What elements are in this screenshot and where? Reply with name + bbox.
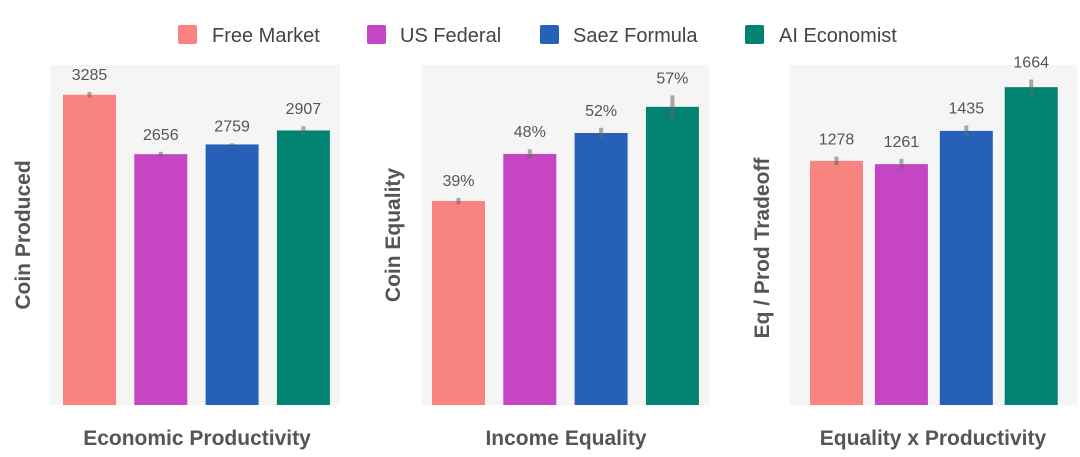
y-axis-label-tradeoff: Eq / Prod Tradeoff [751, 157, 774, 339]
bar-tradeoff-free-market [810, 160, 863, 405]
x-axis-label-productivity: Economic Productivity [83, 427, 311, 450]
data-label-tradeoff-free-market: 1278 [819, 132, 855, 149]
bars-equality: 39% 48% 52% 57% [432, 70, 699, 405]
legend-entry-saez-formula: Saez Formula [540, 25, 698, 47]
bar-equality-free-market [432, 201, 485, 405]
bar-equality-saez-formula [574, 133, 628, 405]
data-label-tradeoff-saez-formula: 1435 [949, 101, 985, 118]
panel-tradeoff: Eq / Prod Tradeoff Equality x Productivi… [751, 55, 1077, 450]
legend-swatch-ai-economist [745, 25, 764, 44]
legend-entry-free-market: Free Market [178, 25, 320, 47]
legend-label-saez-formula: Saez Formula [573, 25, 698, 47]
y-axis-label-equality: Coin Equality [382, 168, 405, 302]
data-label-tradeoff-us-federal: 1261 [884, 134, 920, 151]
bars-productivity: 3285 2656 2759 2907 [63, 67, 330, 405]
bars-tradeoff: 1278 1261 1435 1664 [810, 55, 1058, 406]
legend-entry-ai-economist: AI Economist [745, 25, 897, 47]
data-label-equality-ai-economist: 57% [656, 70, 688, 87]
data-label-equality-free-market: 39% [442, 173, 474, 190]
panel-equality: Coin Equality Income Equality 39% 48% 52% 5… [382, 65, 709, 450]
bar-tradeoff-ai-economist [1004, 87, 1058, 406]
bar-productivity-saez-formula [205, 144, 259, 405]
legend: Free Market US Federal Saez Formula AI E… [178, 25, 897, 47]
data-label-productivity-saez-formula: 2759 [214, 118, 250, 135]
data-label-equality-us-federal: 48% [514, 124, 546, 141]
legend-label-us-federal: US Federal [400, 25, 501, 47]
y-axis-label-productivity: Coin Produced [12, 160, 35, 309]
bar-equality-us-federal [503, 153, 557, 405]
legend-entry-us-federal: US Federal [367, 25, 501, 47]
data-label-productivity-us-federal: 2656 [143, 127, 179, 144]
legend-swatch-saez-formula [540, 25, 559, 44]
legend-label-free-market: Free Market [212, 25, 320, 47]
bar-productivity-ai-economist [276, 130, 330, 405]
bar-tradeoff-us-federal [874, 164, 928, 405]
panel-productivity: Coin Produced Economic Productivity 3285… [12, 65, 340, 450]
legend-swatch-us-federal [367, 25, 386, 44]
data-label-tradeoff-ai-economist: 1664 [1013, 55, 1049, 72]
data-label-productivity-ai-economist: 2907 [286, 101, 322, 118]
x-axis-label-tradeoff: Equality x Productivity [820, 427, 1047, 450]
bar-tradeoff-saez-formula [939, 130, 993, 406]
data-label-productivity-free-market: 3285 [72, 67, 108, 84]
data-label-equality-saez-formula: 52% [585, 103, 617, 120]
x-axis-label-equality: Income Equality [485, 427, 646, 450]
bar-equality-ai-economist [645, 106, 699, 405]
bar-productivity-free-market [63, 94, 116, 405]
legend-label-ai-economist: AI Economist [779, 25, 897, 47]
bar-productivity-us-federal [134, 154, 188, 405]
legend-swatch-free-market [178, 25, 197, 44]
